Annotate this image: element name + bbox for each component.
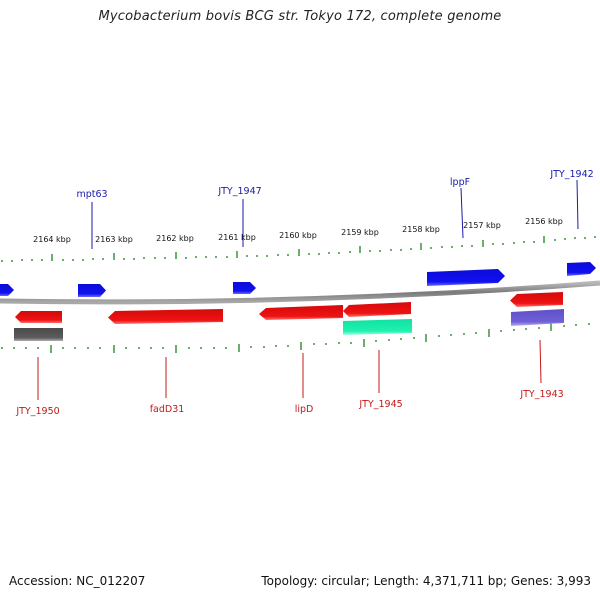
lower-tick-ruler	[1, 323, 590, 353]
forward-gene-arrow-jty1942[interactable]	[567, 262, 596, 276]
reverse-genes	[14, 292, 564, 341]
forward-gene-labels: mpt63 JTY_1947 lppF JTY_1942	[76, 169, 593, 200]
reverse-gene-arrow-lipd[interactable]	[259, 305, 343, 320]
ruler-label-2162: 2162 kbp	[156, 234, 194, 243]
ruler-label-2158: 2158 kbp	[402, 225, 440, 234]
ruler-label-2156: 2156 kbp	[525, 217, 563, 226]
gene-label-jty1950[interactable]: JTY_1950	[15, 406, 59, 417]
ruler-label-2160: 2160 kbp	[279, 231, 317, 240]
reverse-gene-arrow-jty1950[interactable]	[15, 311, 62, 323]
gene-label-jty1947[interactable]: JTY_1947	[217, 186, 261, 197]
gene-label-fadd31[interactable]: fadD31	[150, 404, 185, 415]
forward-leader-lines	[91, 179, 579, 249]
gene-label-lppf[interactable]: lppF	[450, 177, 470, 188]
ruler-label-2159: 2159 kbp	[341, 228, 379, 237]
forward-gene-arrow-jty1947[interactable]	[233, 282, 256, 294]
gene-label-lipd[interactable]: lipD	[295, 404, 314, 415]
reverse-gene-labels: JTY_1950 fadD31 lipD JTY_1945 JTY_1943	[15, 389, 563, 417]
gene-label-jty1943[interactable]: JTY_1943	[519, 389, 563, 400]
reverse-gene-arrow-jty1945[interactable]	[343, 302, 411, 317]
gene-feature-green[interactable]	[343, 319, 412, 335]
upper-tick-ruler	[1, 236, 596, 262]
genome-backbone	[0, 280, 600, 305]
forward-gene-arrow-mpt63[interactable]	[78, 284, 106, 297]
gene-label-jty1945[interactable]: JTY_1945	[358, 399, 402, 410]
ruler-label-2164: 2164 kbp	[33, 235, 71, 244]
genome-summary-text: Topology: circular; Length: 4,371,711 bp…	[261, 574, 591, 588]
gene-label-jty1942[interactable]: JTY_1942	[549, 169, 593, 180]
ruler-labels: 2164 kbp 2163 kbp 2162 kbp 2161 kbp 2160…	[33, 217, 563, 244]
gene-feature-gray[interactable]	[14, 328, 63, 341]
gene-label-mpt63[interactable]: mpt63	[76, 189, 107, 200]
accession-text: Accession: NC_012207	[9, 574, 146, 588]
map-title: Mycobacterium bovis BCG str. Tokyo 172, …	[98, 9, 502, 24]
ruler-label-2161: 2161 kbp	[218, 233, 256, 242]
gene-feature-purple[interactable]	[511, 309, 564, 326]
reverse-gene-arrow-fadd31[interactable]	[108, 309, 223, 324]
forward-genes	[0, 262, 596, 297]
forward-gene-arrow-lppf[interactable]	[427, 269, 505, 286]
reverse-gene-arrow-jty1943[interactable]	[510, 292, 563, 307]
ruler-label-2163: 2163 kbp	[95, 235, 133, 244]
ruler-label-2157: 2157 kbp	[463, 221, 501, 230]
reverse-leader-lines	[37, 339, 542, 400]
forward-gene-arrow[interactable]	[0, 284, 14, 296]
